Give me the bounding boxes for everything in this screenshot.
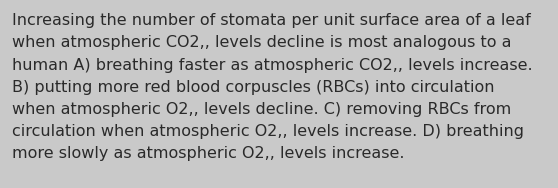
Text: circulation when atmospheric O2,, levels increase. D) breathing: circulation when atmospheric O2,, levels… [12,124,525,139]
Text: when atmospheric CO2,, levels decline is most analogous to a: when atmospheric CO2,, levels decline is… [12,35,512,50]
Text: human A) breathing faster as atmospheric CO2,, levels increase.: human A) breathing faster as atmospheric… [12,58,533,73]
Text: more slowly as atmospheric O2,, levels increase.: more slowly as atmospheric O2,, levels i… [12,146,405,161]
Text: when atmospheric O2,, levels decline. C) removing RBCs from: when atmospheric O2,, levels decline. C)… [12,102,512,117]
Text: Increasing the number of stomata per unit surface area of a leaf: Increasing the number of stomata per uni… [12,13,531,28]
Text: B) putting more red blood corpuscles (RBCs) into circulation: B) putting more red blood corpuscles (RB… [12,80,495,95]
